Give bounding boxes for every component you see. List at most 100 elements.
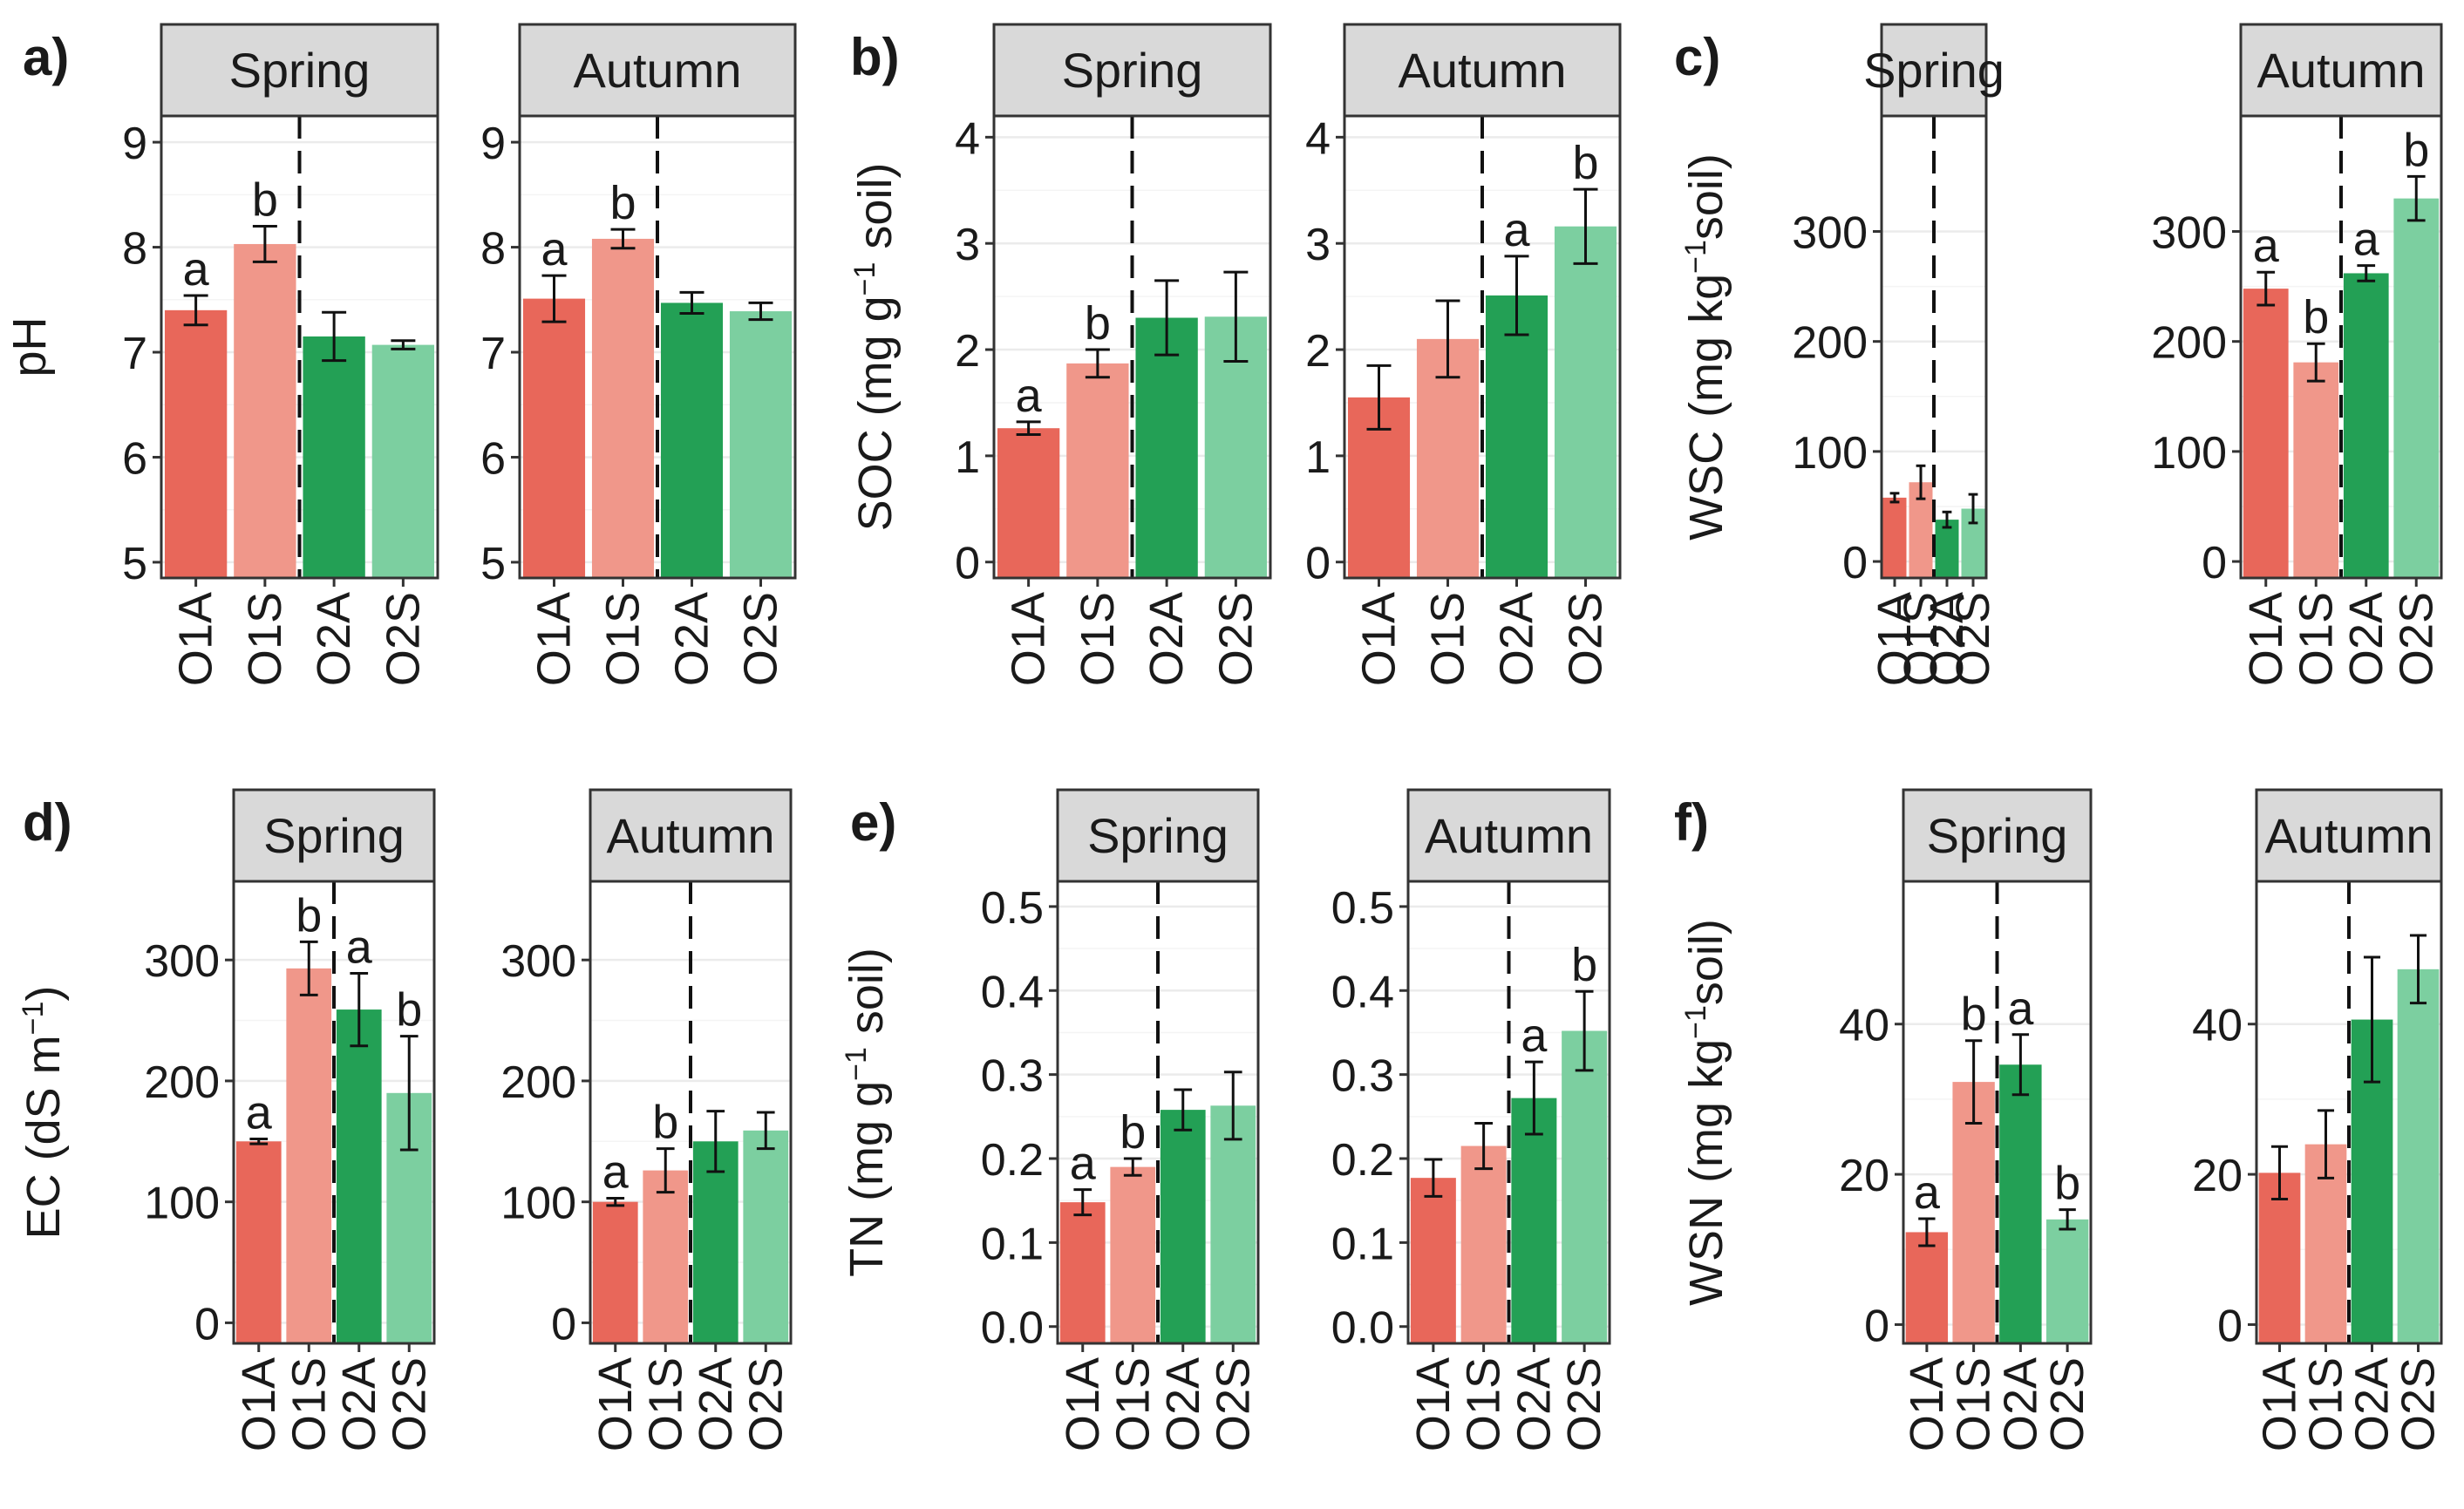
significance-letter: a bbox=[1016, 370, 1043, 422]
x-tick-label: O1A bbox=[1003, 592, 1055, 686]
bar-o1a bbox=[1905, 1232, 1949, 1343]
error-bar-o1a bbox=[249, 1138, 269, 1145]
bar-o1s bbox=[591, 238, 655, 578]
facet-title: Autumn bbox=[574, 43, 742, 98]
bar-o2s bbox=[743, 1130, 789, 1343]
panel-label: a) bbox=[23, 28, 69, 86]
x-tick-label: O2S bbox=[377, 592, 429, 686]
x-tick-label: O1S bbox=[1458, 1357, 1510, 1451]
y-axis-title: TN (mg g−1 soil) bbox=[840, 948, 893, 1277]
facet-strip bbox=[1406, 788, 1611, 883]
x-tick-label: O2S bbox=[1209, 592, 1262, 686]
facet-title: Autumn bbox=[607, 808, 775, 863]
y-axis-title-end: ) bbox=[17, 986, 70, 1002]
y-tick-label: 40 bbox=[2192, 1001, 2243, 1051]
significance-letter: a bbox=[1503, 204, 1530, 256]
y-tick-label: 0.4 bbox=[1331, 967, 1394, 1017]
y-axis-title: SOC (mg g−1 soil) bbox=[848, 163, 902, 532]
bar-o2a bbox=[660, 302, 724, 578]
x-tick-label: O2A bbox=[308, 592, 360, 686]
bar-o1a bbox=[2243, 289, 2289, 578]
plot-border bbox=[1343, 114, 1622, 580]
error-bar-o1s bbox=[1085, 348, 1110, 379]
error-bar-o1s bbox=[1964, 1039, 1983, 1125]
plot-border bbox=[518, 114, 797, 580]
bar-o1s bbox=[1460, 1145, 1507, 1343]
x-tick-label: O2S bbox=[2390, 592, 2442, 686]
error-bar-o2a bbox=[2011, 1033, 2030, 1097]
facet-strip bbox=[160, 23, 439, 118]
panel-label: f) bbox=[1674, 793, 1709, 852]
x-tick-label: O2S bbox=[1207, 1357, 1259, 1451]
y-tick-label: 6 bbox=[122, 433, 147, 484]
bar-o2a bbox=[1999, 1064, 2042, 1343]
y-tick-label: 0.4 bbox=[981, 967, 1044, 1017]
facet-strip bbox=[1880, 23, 1988, 118]
x-tick-label: O1A bbox=[170, 592, 222, 686]
y-tick-label: 300 bbox=[1792, 208, 1868, 259]
significance-letter: a bbox=[346, 921, 373, 973]
bar-o1a bbox=[592, 1201, 638, 1343]
y-tick-label: 9 bbox=[480, 119, 506, 169]
error-bar-o1s bbox=[252, 224, 277, 263]
facet-strip bbox=[1343, 23, 1622, 118]
x-tick-label: O2S bbox=[739, 1357, 792, 1451]
x-tick-label: O1A bbox=[2240, 592, 2292, 686]
error-bar-o1s bbox=[1916, 464, 1926, 500]
significance-letter: a bbox=[2007, 982, 2034, 1035]
x-tick-label: O2A bbox=[2346, 1357, 2399, 1451]
plot-border bbox=[1880, 114, 1988, 580]
significance-letter: a bbox=[1914, 1166, 1941, 1219]
x-tick-label: O1S bbox=[2300, 1357, 2352, 1451]
error-bar-o1a bbox=[1366, 364, 1392, 431]
y-tick-label: 0.5 bbox=[981, 883, 1044, 934]
y-tick-label: 0.2 bbox=[981, 1135, 1044, 1186]
bar-o1a bbox=[522, 298, 586, 578]
bar-o1s bbox=[286, 968, 332, 1343]
bar-o2s bbox=[2045, 1219, 2089, 1343]
x-tick-label: O2S bbox=[1560, 592, 1612, 686]
bar-o1s bbox=[2293, 362, 2339, 578]
bar-o2a bbox=[336, 1009, 382, 1343]
x-tick-label: O1S bbox=[1948, 1357, 2000, 1451]
error-bar-o2a bbox=[706, 1110, 725, 1173]
x-tick-label: O1S bbox=[282, 1357, 335, 1451]
error-bar-o2a bbox=[1504, 255, 1529, 336]
error-bar-o2a bbox=[2357, 264, 2376, 282]
y-axis-title-exponent: −1 bbox=[17, 1002, 50, 1036]
y-tick-label: 100 bbox=[1792, 428, 1868, 479]
y-tick-label: 0.0 bbox=[1331, 1303, 1394, 1354]
y-tick-label: 40 bbox=[1839, 1001, 1889, 1051]
y-tick-label: 100 bbox=[2151, 428, 2227, 479]
error-bar-o2a bbox=[1942, 510, 1952, 529]
y-tick-label: 0 bbox=[1864, 1301, 1889, 1351]
bar-o2a bbox=[1135, 317, 1198, 578]
bar-o1a bbox=[997, 428, 1060, 578]
significance-letter: b bbox=[296, 889, 322, 941]
y-axis-title: EC (dS m−1) bbox=[17, 986, 70, 1240]
y-axis-title-main: TN (mg g bbox=[841, 1081, 893, 1277]
plot-border bbox=[2255, 880, 2443, 1345]
facet-strip bbox=[2255, 788, 2443, 883]
y-tick-label: 3 bbox=[955, 220, 980, 270]
bar-o2a bbox=[1935, 520, 1959, 578]
facet-title: Spring bbox=[263, 808, 405, 863]
facet-strip bbox=[589, 788, 793, 883]
y-tick-label: 0 bbox=[2202, 538, 2227, 588]
x-tick-label: O1A bbox=[1057, 1357, 1109, 1451]
y-tick-label: 0.5 bbox=[1331, 883, 1394, 934]
plot-border bbox=[992, 114, 1272, 580]
bar-o2a bbox=[303, 336, 365, 578]
bar-o2s bbox=[2393, 198, 2440, 578]
y-tick-label: 4 bbox=[955, 113, 980, 164]
error-bar-o2s bbox=[1223, 1071, 1242, 1141]
error-bar-o1s bbox=[1123, 1157, 1142, 1177]
bar-o2s bbox=[1562, 1030, 1608, 1343]
y-tick-label: 8 bbox=[122, 224, 147, 275]
y-axis-title: WSC (mg kg−1soil) bbox=[1679, 153, 1732, 540]
